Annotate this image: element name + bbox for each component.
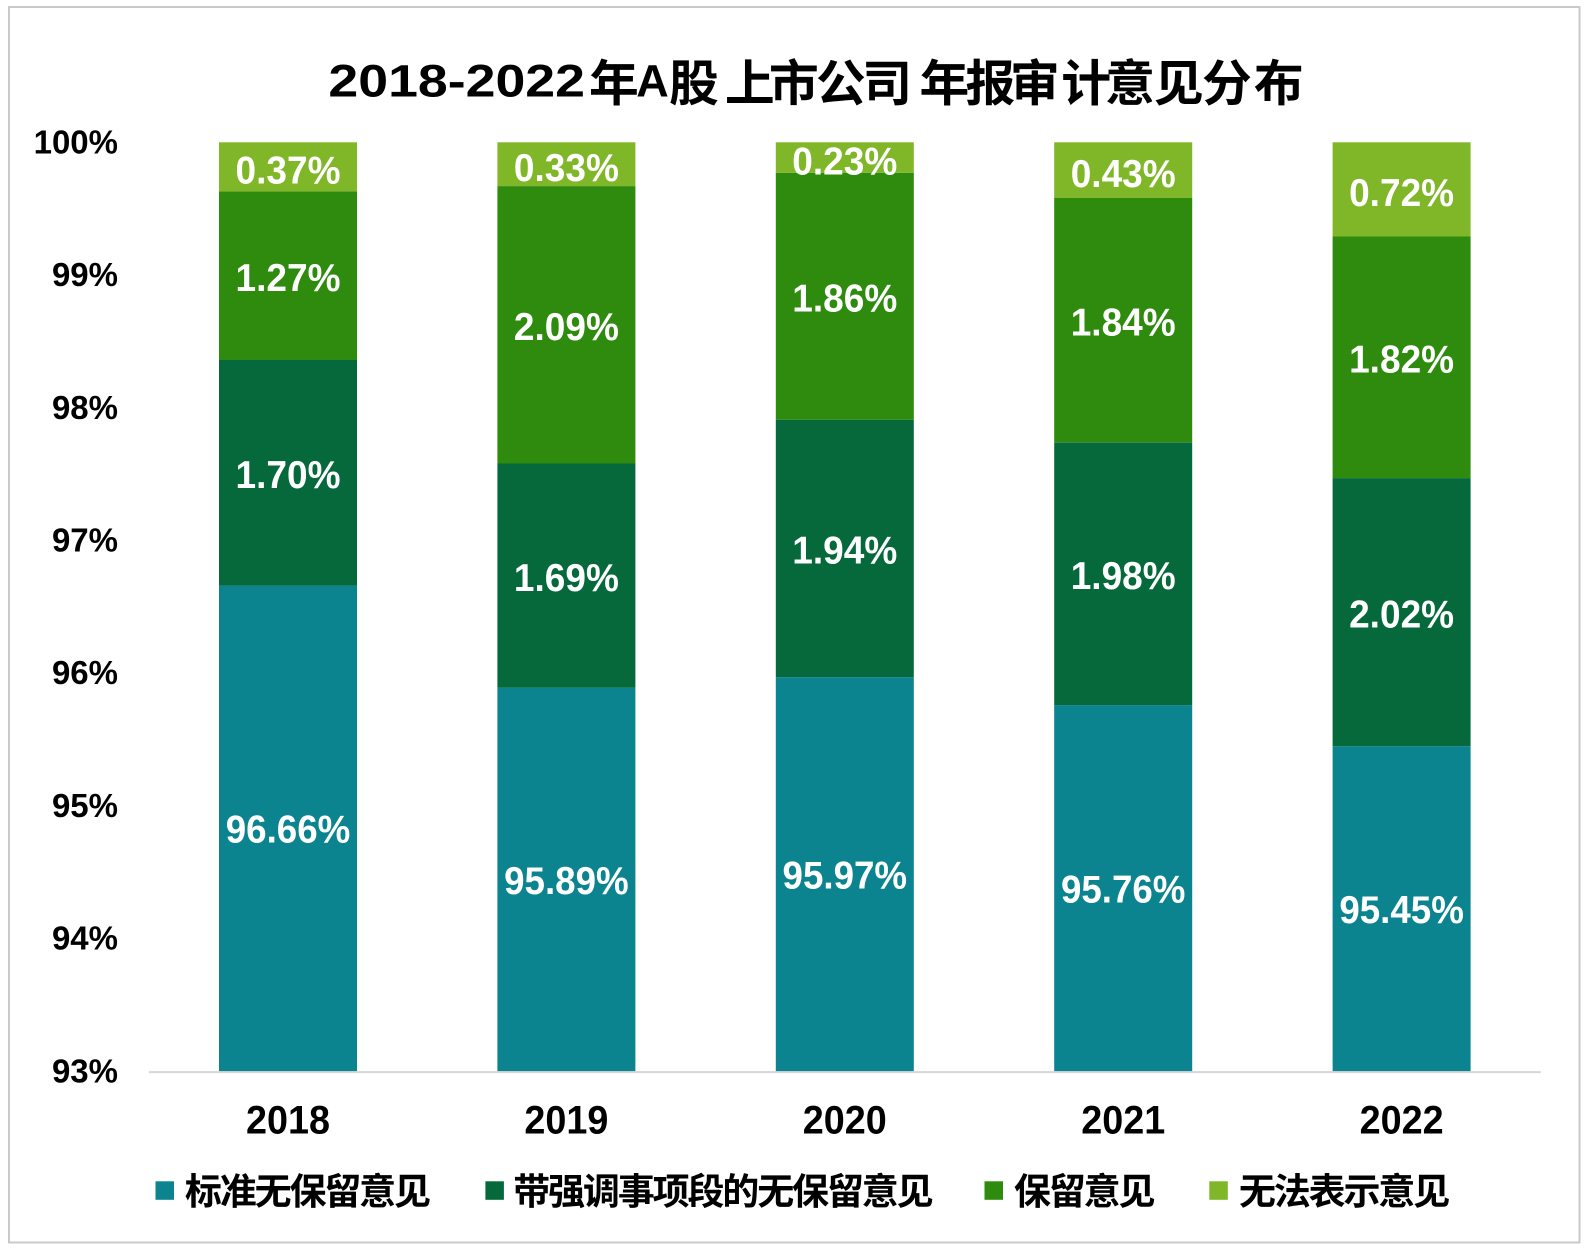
svg-text:1.94%: 1.94% [792, 530, 897, 573]
svg-text:96%: 96% [52, 654, 118, 691]
svg-text:95.76%: 95.76% [1061, 868, 1186, 911]
svg-text:1.98%: 1.98% [1071, 555, 1176, 598]
svg-text:0.37%: 0.37% [236, 150, 341, 193]
svg-text:1.27%: 1.27% [236, 257, 341, 300]
svg-text:99%: 99% [52, 256, 118, 293]
svg-text:2018-2022: 2018-2022 [328, 56, 585, 107]
svg-text:0.72%: 0.72% [1349, 172, 1454, 215]
svg-text:2020: 2020 [803, 1099, 887, 1143]
svg-text:1.70%: 1.70% [236, 454, 341, 497]
svg-text:0.33%: 0.33% [514, 147, 619, 190]
svg-text:100%: 100% [34, 123, 118, 160]
svg-text:95.89%: 95.89% [504, 860, 629, 903]
svg-text:96.66%: 96.66% [226, 809, 351, 852]
svg-text:2022: 2022 [1360, 1099, 1444, 1143]
svg-text:2.02%: 2.02% [1349, 593, 1454, 636]
svg-text:1.86%: 1.86% [792, 278, 897, 321]
svg-text:93%: 93% [52, 1052, 118, 1089]
svg-text:95%: 95% [52, 787, 118, 824]
svg-text:2.09%: 2.09% [514, 306, 619, 349]
svg-text:2021: 2021 [1081, 1099, 1165, 1143]
svg-text:2019: 2019 [524, 1099, 608, 1143]
svg-text:94%: 94% [52, 920, 118, 957]
svg-text:2018: 2018 [246, 1099, 330, 1143]
svg-text:95.45%: 95.45% [1339, 889, 1464, 932]
svg-text:97%: 97% [52, 522, 118, 559]
svg-text:1.82%: 1.82% [1349, 339, 1454, 382]
svg-text:1.84%: 1.84% [1071, 301, 1176, 344]
svg-text:95.97%: 95.97% [783, 855, 908, 898]
svg-text:0.23%: 0.23% [792, 140, 897, 183]
svg-text:98%: 98% [52, 389, 118, 426]
svg-text:1.69%: 1.69% [514, 557, 619, 600]
svg-text:0.43%: 0.43% [1071, 153, 1176, 196]
svg-text:A: A [636, 56, 669, 107]
